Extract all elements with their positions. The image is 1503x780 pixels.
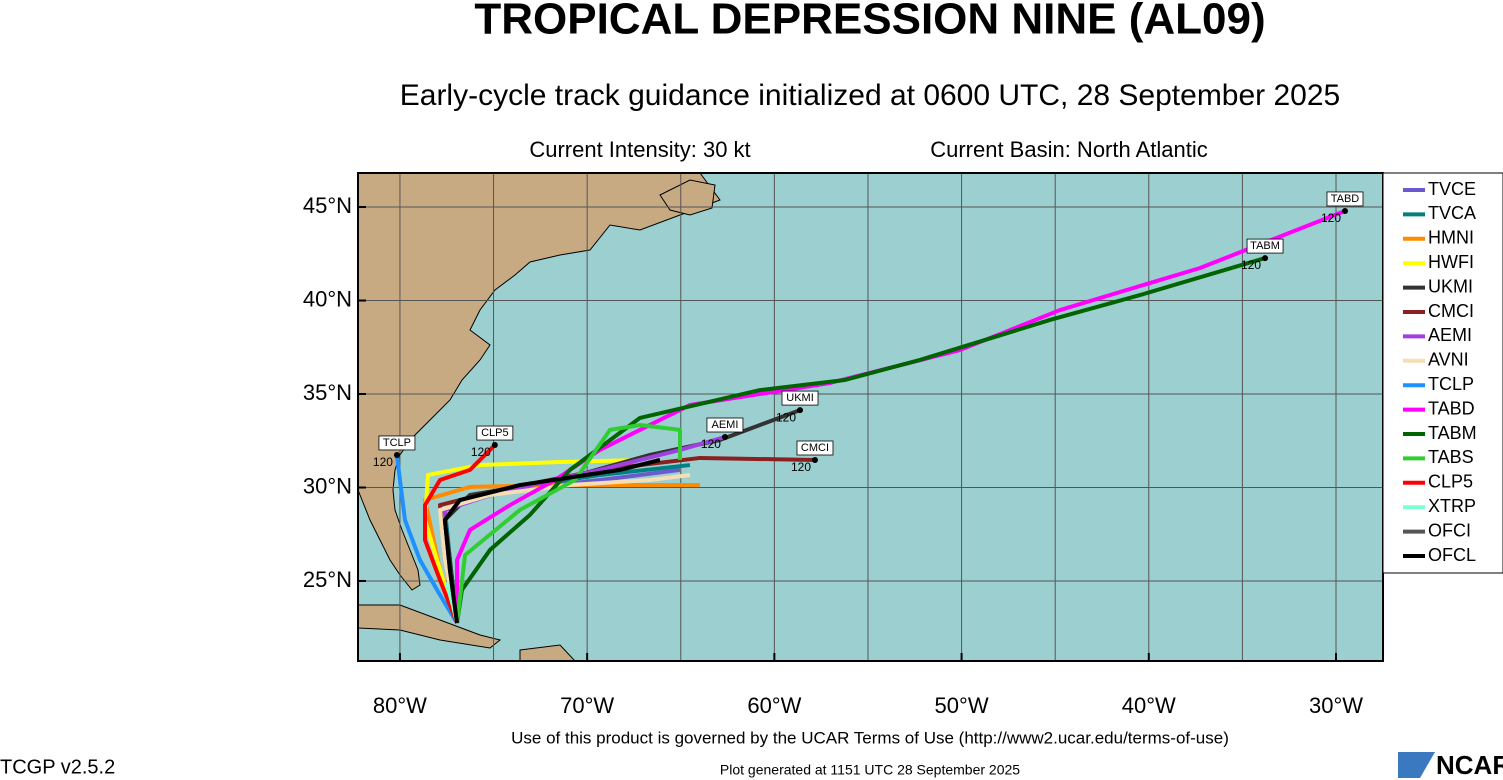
- y-tick-label: 40°N: [303, 286, 352, 311]
- x-tick-label: 60°W: [747, 693, 801, 718]
- x-tick-label: 50°W: [935, 693, 989, 718]
- track-label: TABM: [1250, 240, 1280, 252]
- tracks: [394, 209, 1346, 625]
- y-tick-label: 45°N: [303, 193, 352, 218]
- grid: 80°W 70°W 60°W 50°W 40°W 30°W 25°N 30°N 35°N 40°N…: [303, 173, 1383, 718]
- terms: Use of this product is governed by the U…: [511, 728, 1229, 747]
- hispaniola: [519, 644, 576, 661]
- legend-label: TVCA: [1428, 203, 1476, 223]
- subtitle: Early-cycle track guidance initialized a…: [400, 79, 1341, 112]
- logo: NCAR: [1436, 750, 1503, 780]
- track-end: [393, 451, 400, 458]
- track-hour: 120: [1321, 211, 1341, 225]
- legend-label: OFCL: [1428, 545, 1476, 565]
- legend-label: XTRP: [1428, 496, 1476, 516]
- track-label-box: [706, 417, 744, 433]
- legend-label: UKMI: [1428, 276, 1473, 296]
- legend-label: AEMI: [1428, 325, 1472, 345]
- track-label-box: [781, 390, 819, 406]
- legend-label: TABM: [1428, 423, 1477, 443]
- logo-mark: [1398, 752, 1435, 778]
- track-end: [1341, 207, 1348, 214]
- track-label: CLP5: [481, 427, 509, 439]
- version: TCGP v2.5.2: [0, 756, 115, 778]
- legend-label: TVCE: [1428, 179, 1476, 199]
- track-label: TABD: [1331, 193, 1360, 205]
- track-end: [797, 407, 804, 414]
- track-label-box: [378, 435, 416, 451]
- x-tick-label: 40°W: [1122, 693, 1176, 718]
- track-hour: 120: [776, 410, 796, 424]
- track-label-box: [476, 425, 514, 441]
- cuba: [358, 604, 502, 649]
- track: [455, 256, 1266, 624]
- track-label: CMCI: [801, 442, 829, 454]
- track-end: [1262, 255, 1269, 262]
- legend-label: TABD: [1428, 398, 1475, 418]
- legend-label: OFCI: [1428, 520, 1471, 540]
- track-end: [721, 434, 728, 441]
- track-label: TCLP: [383, 437, 411, 449]
- basin: Current Basin: North Atlantic: [930, 137, 1208, 162]
- x-tick-label: 30°W: [1309, 693, 1363, 718]
- track-label-box: [796, 440, 834, 456]
- legend-label: CMCI: [1428, 301, 1474, 321]
- legend-label: TCLP: [1428, 374, 1474, 394]
- land: [358, 173, 721, 661]
- y-tick-label: 30°N: [303, 473, 352, 498]
- track-label: UKMI: [786, 392, 814, 404]
- newfoundland: [659, 179, 716, 216]
- track: [455, 423, 683, 624]
- track: [423, 458, 640, 624]
- track-label-box: [1326, 191, 1364, 207]
- north-america: [358, 173, 721, 591]
- track-hour: 120: [701, 437, 721, 451]
- track: [438, 472, 691, 624]
- track-label-box: [1246, 238, 1284, 254]
- legend-label: HWFI: [1428, 252, 1474, 272]
- legend-label: TABS: [1428, 447, 1474, 467]
- track-label: AEMI: [711, 419, 738, 431]
- track: [423, 443, 497, 624]
- track: [394, 454, 459, 625]
- intensity: Current Intensity: 30 kt: [529, 137, 750, 162]
- title: TROPICAL DEPRESSION NINE (AL09): [474, 0, 1265, 44]
- track-end: [491, 442, 498, 449]
- track-hour: 120: [791, 460, 811, 474]
- track-hour: 120: [471, 445, 491, 459]
- x-tick-label: 80°W: [373, 693, 427, 718]
- track-hour: 120: [373, 455, 393, 469]
- generated: Plot generated at 1151 UTC 28 September …: [720, 762, 1020, 778]
- y-tick-label: 35°N: [303, 380, 352, 405]
- track-hour: 120: [1241, 258, 1261, 272]
- track-end: [811, 457, 818, 464]
- x-tick-label: 70°W: [560, 693, 614, 718]
- y-tick-label: 25°N: [303, 567, 352, 592]
- track: [442, 458, 661, 624]
- legend-label: CLP5: [1428, 472, 1473, 492]
- track-labels: UKMI 120 CMCI 120 AEMI 120 TCLP 120 TABD 120 TABM 1…: [373, 191, 1364, 474]
- legend-label: HMNI: [1428, 228, 1474, 248]
- legend-entries: TVCE TVCA HMNI HWFI UKMI CMCI AEMI AVNI TCLP TABD…: [1403, 179, 1477, 565]
- legend-label: AVNI: [1428, 350, 1469, 370]
